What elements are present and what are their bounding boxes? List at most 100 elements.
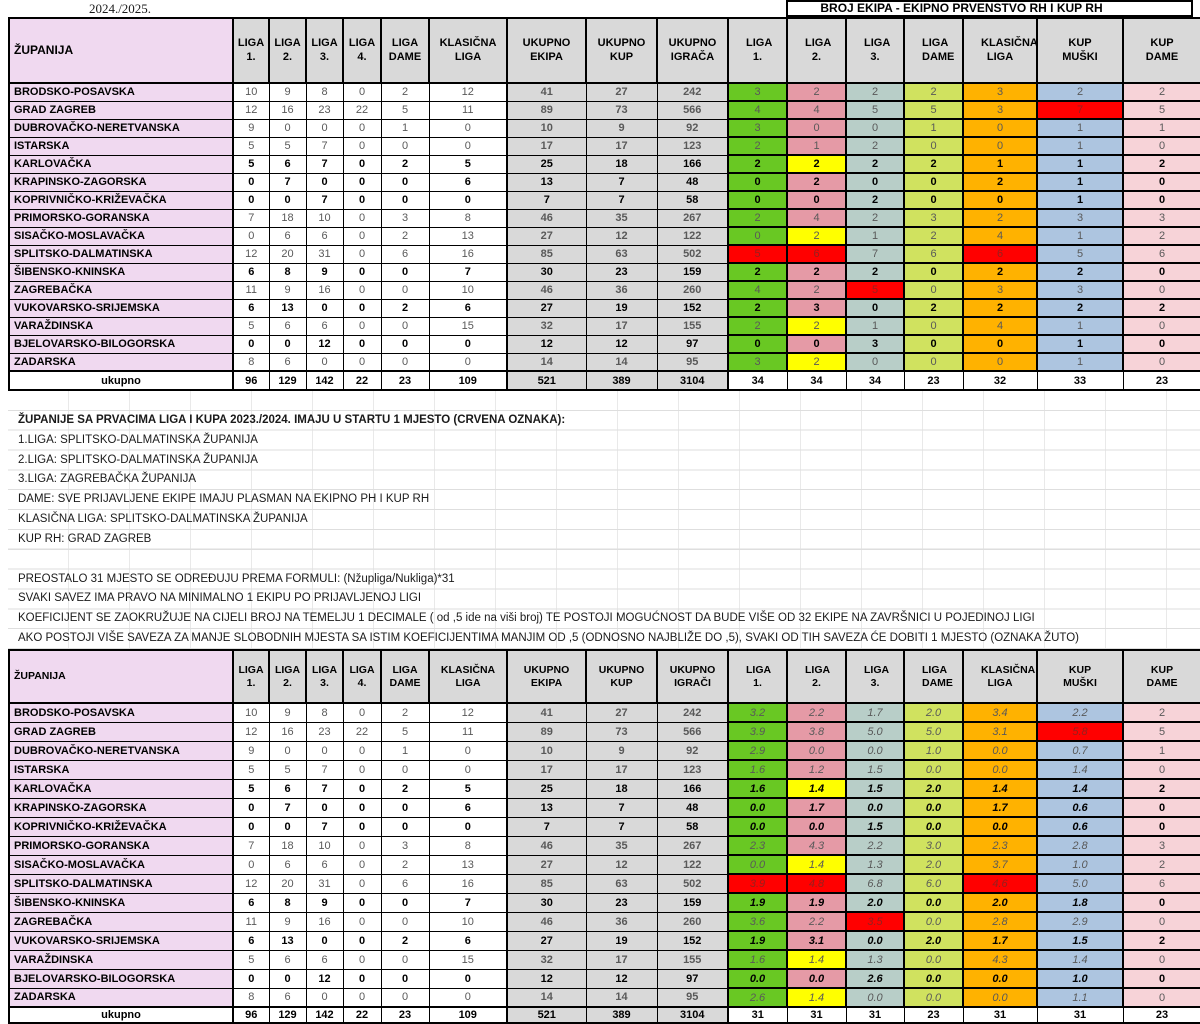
total-cell[interactable]: 17 bbox=[506, 759, 587, 780]
league-count-cell[interactable]: 3 bbox=[380, 835, 430, 856]
league-count-cell[interactable]: 6 bbox=[305, 854, 344, 875]
league-count-cell[interactable]: 0 bbox=[342, 759, 382, 780]
total-cell[interactable]: 122 bbox=[656, 854, 729, 875]
league-count-cell[interactable]: 0 bbox=[232, 797, 270, 818]
league-count-cell[interactable]: 2 bbox=[380, 226, 430, 246]
quota-cell[interactable]: 2 bbox=[786, 154, 847, 174]
total-cell[interactable]: 85 bbox=[506, 873, 587, 894]
league-count-cell[interactable]: 7 bbox=[305, 759, 344, 780]
league-count-cell[interactable]: 31 bbox=[305, 244, 344, 264]
league-count-cell[interactable]: 0 bbox=[305, 298, 344, 318]
total-cell[interactable]: 46 bbox=[506, 208, 587, 228]
quota-cell[interactable]: 1.6 bbox=[727, 778, 788, 799]
quota-cell[interactable]: 1 bbox=[962, 154, 1038, 174]
quota-cell[interactable]: 1 bbox=[1036, 190, 1124, 210]
quota-cell[interactable]: 0 bbox=[962, 190, 1038, 210]
quota-cell[interactable]: 0 bbox=[845, 118, 905, 138]
quota-cell[interactable]: 0 bbox=[1122, 759, 1200, 780]
column-total-cell[interactable]: 96 bbox=[232, 1006, 270, 1024]
total-cell[interactable]: 166 bbox=[656, 778, 729, 799]
league-count-cell[interactable]: 0 bbox=[342, 911, 382, 932]
quota-cell[interactable]: 0.6 bbox=[1036, 816, 1124, 837]
column-total-cell[interactable]: 521 bbox=[506, 370, 587, 391]
column-total-cell[interactable]: 31 bbox=[962, 1006, 1038, 1024]
league-count-cell[interactable]: 5 bbox=[232, 154, 270, 174]
total-cell[interactable]: 502 bbox=[656, 244, 729, 264]
quota-cell[interactable]: 3 bbox=[845, 334, 905, 354]
column-total-cell[interactable]: 31 bbox=[786, 1006, 847, 1024]
quota-cell[interactable]: 1.0 bbox=[1036, 968, 1124, 989]
total-cell[interactable]: 123 bbox=[656, 136, 729, 156]
quota-cell[interactable]: 0.6 bbox=[1036, 797, 1124, 818]
quota-cell[interactable]: 3 bbox=[1036, 280, 1124, 300]
league-count-cell[interactable]: 6 bbox=[380, 873, 430, 894]
total-cell[interactable]: 12 bbox=[585, 968, 658, 989]
total-cell[interactable]: 36 bbox=[585, 280, 658, 300]
column-total-cell[interactable]: 109 bbox=[428, 370, 508, 391]
league-count-cell[interactable]: 0 bbox=[305, 987, 344, 1008]
league-count-cell[interactable]: 0 bbox=[268, 968, 307, 989]
quota-cell[interactable]: 1.1 bbox=[1036, 987, 1124, 1008]
county-name-cell[interactable]: KARLOVAČKA bbox=[8, 778, 234, 799]
quota-cell[interactable]: 0 bbox=[962, 118, 1038, 138]
quota-cell[interactable]: 3 bbox=[903, 208, 964, 228]
quota-cell[interactable]: 4 bbox=[786, 100, 847, 120]
quota-cell[interactable]: 0 bbox=[1122, 911, 1200, 932]
quota-cell[interactable]: 2.9 bbox=[727, 740, 788, 761]
quota-cell[interactable]: 2.0 bbox=[903, 854, 964, 875]
league-count-cell[interactable]: 16 bbox=[428, 244, 508, 264]
quota-cell[interactable]: 0 bbox=[845, 172, 905, 192]
quota-cell[interactable]: 2 bbox=[727, 262, 788, 282]
quota-cell[interactable]: 4.3 bbox=[962, 949, 1038, 970]
league-count-cell[interactable]: 16 bbox=[268, 100, 307, 120]
league-count-cell[interactable]: 0 bbox=[380, 816, 430, 837]
quota-cell[interactable]: 2 bbox=[786, 316, 847, 336]
county-name-cell[interactable]: VUKOVARSKO-SRIJEMSKA bbox=[8, 930, 234, 951]
league-count-cell[interactable]: 0 bbox=[342, 702, 382, 723]
league-count-cell[interactable]: 0 bbox=[342, 352, 382, 372]
quota-cell[interactable]: 3.8 bbox=[786, 721, 847, 742]
league-count-cell[interactable]: 5 bbox=[428, 778, 508, 799]
quota-cell[interactable]: 1.3 bbox=[845, 949, 905, 970]
quota-cell[interactable]: 1 bbox=[1036, 172, 1124, 192]
total-cell[interactable]: 12 bbox=[506, 968, 587, 989]
league-count-cell[interactable]: 2 bbox=[380, 298, 430, 318]
quota-cell[interactable]: 0.0 bbox=[786, 740, 847, 761]
county-name-cell[interactable]: SPLITSKO-DALMATINSKA bbox=[8, 244, 234, 264]
league-count-cell[interactable]: 5 bbox=[232, 778, 270, 799]
quota-cell[interactable]: 0.0 bbox=[903, 968, 964, 989]
quota-cell[interactable]: 1.4 bbox=[786, 987, 847, 1008]
column-total-cell[interactable]: 3104 bbox=[656, 1006, 729, 1024]
quota-cell[interactable]: 1.6 bbox=[727, 759, 788, 780]
league-count-cell[interactable]: 0 bbox=[380, 172, 430, 192]
league-count-cell[interactable]: 18 bbox=[268, 835, 307, 856]
quota-cell[interactable]: 4.8 bbox=[786, 873, 847, 894]
column-total-cell[interactable]: 34 bbox=[845, 370, 905, 391]
quota-cell[interactable]: 1 bbox=[1036, 118, 1124, 138]
quota-cell[interactable]: 0 bbox=[1122, 316, 1200, 336]
total-cell[interactable]: 63 bbox=[585, 873, 658, 894]
league-count-cell[interactable]: 0 bbox=[342, 892, 382, 913]
quota-cell[interactable]: 5 bbox=[845, 280, 905, 300]
league-count-cell[interactable]: 3 bbox=[380, 208, 430, 228]
league-count-cell[interactable]: 0 bbox=[428, 118, 508, 138]
quota-cell[interactable]: 1.5 bbox=[845, 816, 905, 837]
quota-cell[interactable]: 0 bbox=[903, 316, 964, 336]
total-cell[interactable]: 32 bbox=[506, 949, 587, 970]
total-cell[interactable]: 89 bbox=[506, 721, 587, 742]
league-count-cell[interactable]: 6 bbox=[232, 892, 270, 913]
quota-cell[interactable]: 4 bbox=[962, 226, 1038, 246]
quota-cell[interactable]: 4 bbox=[786, 208, 847, 228]
league-count-cell[interactable]: 11 bbox=[232, 280, 270, 300]
quota-cell[interactable]: 2 bbox=[903, 226, 964, 246]
quota-cell[interactable]: 1.5 bbox=[1036, 930, 1124, 951]
total-cell[interactable]: 63 bbox=[585, 244, 658, 264]
total-cell[interactable]: 17 bbox=[585, 949, 658, 970]
league-count-cell[interactable]: 0 bbox=[428, 190, 508, 210]
quota-cell[interactable]: 0 bbox=[1122, 816, 1200, 837]
league-count-cell[interactable]: 5 bbox=[380, 100, 430, 120]
league-count-cell[interactable]: 7 bbox=[305, 154, 344, 174]
league-count-cell[interactable]: 0 bbox=[342, 797, 382, 818]
quota-cell[interactable]: 2.0 bbox=[903, 778, 964, 799]
quota-cell[interactable]: 2.0 bbox=[903, 930, 964, 951]
